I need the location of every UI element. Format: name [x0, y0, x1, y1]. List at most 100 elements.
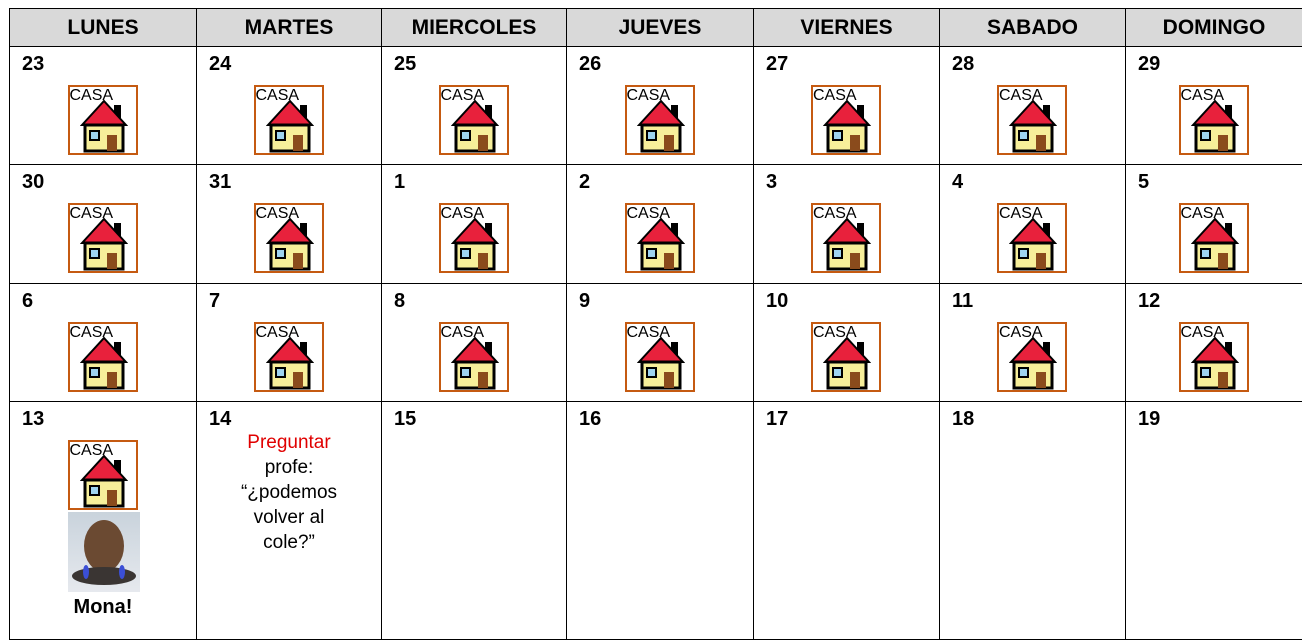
day-number: 16 [579, 408, 602, 430]
icon-label: CASA [255, 205, 300, 222]
day-cell: 7 CASA [196, 283, 382, 402]
day-number: 2 [579, 171, 591, 193]
casa-icon: CASA [997, 203, 1067, 273]
day-cell: 3 CASA [753, 164, 940, 284]
icon-label: CASA [255, 87, 300, 104]
icon-label: CASA [440, 87, 485, 104]
mona-image [67, 512, 140, 592]
day-number: 14 [209, 408, 232, 430]
note-line: cole?” [263, 532, 315, 553]
day-number: 12 [1138, 290, 1161, 312]
note-line: “¿podemos [240, 482, 338, 503]
day-number: 7 [209, 290, 221, 312]
casa-icon: CASA [67, 203, 138, 273]
icon-label: CASA [440, 324, 485, 341]
casa-icon: CASA [67, 440, 138, 510]
day-cell: 26 CASA [566, 46, 754, 165]
day-cell: 25 CASA [381, 46, 567, 165]
day-number: 30 [22, 171, 45, 193]
note-line: volver al [253, 507, 325, 528]
icon-label: CASA [626, 205, 671, 222]
day-cell: 1 CASA [381, 164, 567, 284]
header-cell: JUEVES [566, 8, 754, 47]
casa-icon: CASA [438, 203, 509, 273]
casa-icon: CASA [624, 322, 695, 392]
icon-label: CASA [255, 324, 300, 341]
caption: Mona! [73, 596, 133, 618]
casa-icon: CASA [438, 85, 509, 155]
day-number: 18 [952, 408, 975, 430]
casa-icon: CASA [811, 322, 881, 392]
note-line: profe: [264, 457, 314, 478]
day-number: 11 [952, 290, 974, 312]
day-number: 4 [952, 171, 964, 193]
day-cell: 17 [753, 401, 940, 640]
day-number: 6 [22, 290, 34, 312]
day-number: 19 [1138, 408, 1161, 430]
icon-label: CASA [69, 324, 114, 341]
day-cell: 30 CASA [9, 164, 197, 284]
header-cell: LUNES [9, 8, 197, 47]
icon-label: CASA [999, 87, 1043, 104]
icon-label: CASA [999, 324, 1043, 341]
casa-icon: CASA [67, 85, 138, 155]
day-cell: 31 CASA [196, 164, 382, 284]
icon-label: CASA [813, 205, 857, 222]
day-number: 10 [766, 290, 789, 312]
day-number: 25 [394, 53, 417, 75]
header-cell: SABADO [939, 8, 1126, 47]
day-number: 13 [22, 408, 45, 430]
icon-label: CASA [999, 205, 1043, 222]
day-cell: 27 CASA [753, 46, 940, 165]
day-cell: 2 CASA [566, 164, 754, 284]
day-number: 8 [394, 290, 406, 312]
casa-icon: CASA [811, 85, 881, 155]
day-number: 28 [952, 53, 975, 75]
day-cell: 24 CASA [196, 46, 382, 165]
day-number: 27 [766, 53, 789, 75]
day-number: 24 [209, 53, 232, 75]
day-cell: 23 CASA [9, 46, 197, 165]
day-cell: 14 Preguntar profe: “¿podemos volver al cole?… [196, 401, 382, 640]
casa-icon: CASA [253, 85, 324, 155]
day-number: 5 [1138, 171, 1150, 193]
day-number: 31 [209, 171, 232, 193]
icon-label: CASA [1180, 87, 1225, 104]
casa-icon: CASA [1178, 203, 1249, 273]
day-cell: 29 CASA [1125, 46, 1302, 165]
day-number: 1 [394, 171, 406, 193]
icon-label: CASA [69, 442, 114, 459]
day-number: 9 [579, 290, 591, 312]
day-number: 17 [766, 408, 789, 430]
day-number: 23 [22, 53, 45, 75]
day-cell: 16 [566, 401, 754, 640]
header-cell: MARTES [196, 8, 382, 47]
day-cell: 5 CASA [1125, 164, 1302, 284]
day-cell: 10 CASA [753, 283, 940, 402]
icon-label: CASA [813, 324, 857, 341]
icon-label: CASA [69, 87, 114, 104]
header-cell: VIERNES [753, 8, 940, 47]
note-line: Preguntar [247, 432, 331, 453]
day-number: 29 [1138, 53, 1161, 75]
casa-icon: CASA [997, 322, 1067, 392]
day-cell: 11 CASA [939, 283, 1126, 402]
day-cell: 28 CASA [939, 46, 1126, 165]
casa-icon: CASA [624, 85, 695, 155]
casa-icon: CASA [997, 85, 1067, 155]
icon-label: CASA [1180, 205, 1225, 222]
casa-icon: CASA [1178, 322, 1249, 392]
day-cell: 19 [1125, 401, 1302, 640]
icon-label: CASA [626, 324, 671, 341]
casa-icon: CASA [811, 203, 881, 273]
icon-label: CASA [440, 205, 485, 222]
casa-icon: CASA [624, 203, 695, 273]
day-cell: 8 CASA [381, 283, 567, 402]
day-cell: 13 CASA Mona! [9, 401, 197, 640]
day-cell: 4 CASA [939, 164, 1126, 284]
day-number: 26 [579, 53, 602, 75]
icon-label: CASA [69, 205, 114, 222]
header-cell: DOMINGO [1125, 8, 1302, 47]
day-cell: 6 CASA [9, 283, 197, 402]
